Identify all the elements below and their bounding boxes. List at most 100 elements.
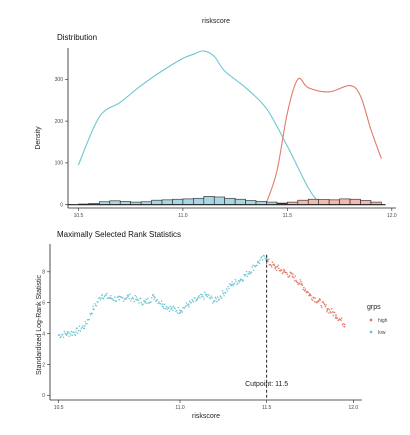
rank-stat-point-low bbox=[179, 310, 181, 312]
rank-stat-point-low bbox=[75, 335, 77, 337]
rank-stat-point-low bbox=[101, 294, 103, 296]
rank-stat-point-low bbox=[92, 308, 94, 310]
rank-stat-point-low bbox=[68, 335, 70, 337]
rank-stat-point-high bbox=[328, 312, 330, 314]
distribution-y-tick-label: 300 bbox=[55, 77, 64, 83]
rank-stat-point-high bbox=[337, 317, 339, 319]
rank-stat-point-low bbox=[259, 259, 261, 261]
rank-stat-point-low bbox=[158, 301, 160, 303]
rank-stat-point-high bbox=[281, 269, 283, 271]
rank-stat-point-low bbox=[129, 298, 131, 300]
rank-stat-point-low bbox=[231, 285, 233, 287]
rank-stat-point-low bbox=[127, 296, 129, 298]
rank-stat-point-high bbox=[305, 291, 307, 293]
rank-stat-point-high bbox=[283, 271, 285, 273]
rank-stat-point-high bbox=[307, 291, 309, 293]
rank-stat-point-high bbox=[300, 279, 302, 281]
rank-stat-point-low bbox=[243, 274, 245, 276]
rank-stat-point-low bbox=[136, 296, 138, 298]
rank-stat-point-high bbox=[334, 312, 336, 314]
rank-stat-point-low bbox=[266, 258, 268, 260]
rank-stat-point-low bbox=[253, 270, 255, 272]
rank-stat-point-low bbox=[168, 307, 170, 309]
distribution-x-tick-label: 11.0 bbox=[178, 213, 188, 219]
rank-stat-point-high bbox=[325, 304, 327, 306]
rank-stat-point-low bbox=[165, 308, 167, 310]
rug-bar-low bbox=[110, 201, 120, 205]
rug-bar-low bbox=[225, 198, 235, 204]
rank-stat-point-high bbox=[325, 306, 327, 308]
rank-stat-point-low bbox=[223, 295, 225, 297]
rank-stat-point-low bbox=[182, 311, 184, 313]
rank-stat-point-low bbox=[75, 331, 77, 333]
rank-stat-point-low bbox=[84, 325, 86, 327]
rank-stat-point-low bbox=[134, 295, 136, 297]
rank-stat-point-high bbox=[344, 326, 346, 328]
rank-stat-point-low bbox=[227, 286, 229, 288]
rank-stat-point-low bbox=[69, 332, 71, 334]
rank-stat-point-low bbox=[203, 298, 205, 300]
rank-stat-point-low bbox=[188, 306, 190, 308]
rank-stat-point-low bbox=[214, 300, 216, 302]
rank-stat-point-low bbox=[125, 298, 127, 300]
rank-stat-point-low bbox=[166, 309, 168, 311]
rank-stat-point-low bbox=[245, 274, 247, 276]
rank-stat-point-low bbox=[153, 296, 155, 298]
rank-stat-point-low bbox=[235, 281, 237, 283]
rank-stat-point-high bbox=[277, 265, 279, 267]
rank-stat-point-high bbox=[326, 308, 328, 310]
rank-stat-point-low bbox=[96, 305, 98, 307]
rank-stat-point-low bbox=[81, 327, 83, 329]
rank-stat-point-low bbox=[184, 307, 186, 309]
rank-stat-point-low bbox=[243, 279, 245, 281]
rank-stat-point-low bbox=[141, 302, 143, 304]
rank-stat-point-high bbox=[277, 266, 279, 268]
rank-stat-point-low bbox=[162, 306, 164, 308]
rank-stat-point-low bbox=[215, 298, 217, 300]
rank-stat-point-low bbox=[88, 319, 90, 321]
rank-stat-point-low bbox=[78, 330, 80, 332]
rank-stat-point-low bbox=[138, 302, 140, 304]
rug-bar-low bbox=[235, 199, 245, 204]
rank-stat-point-low bbox=[153, 294, 155, 296]
rank-stat-point-high bbox=[292, 274, 294, 276]
rank-stat-point-low bbox=[80, 328, 82, 330]
rank-stat-point-high bbox=[272, 261, 274, 263]
rank-stat-point-low bbox=[133, 301, 135, 303]
rank-stat-point-low bbox=[166, 306, 168, 308]
rank-stat-y-label: Standardized Log-Rank Statistic bbox=[36, 275, 43, 375]
rank-stat-point-low bbox=[153, 298, 155, 300]
rank-stat-point-high bbox=[323, 303, 325, 305]
rank-stat-point-low bbox=[128, 294, 130, 296]
rank-stat-point-low bbox=[170, 306, 172, 308]
rank-stat-point-low bbox=[58, 334, 60, 336]
rank-stat-point-low bbox=[222, 290, 224, 292]
rank-stat-point-low bbox=[123, 301, 125, 303]
rank-stat-point-low bbox=[144, 302, 146, 304]
rank-stat-point-high bbox=[305, 288, 307, 290]
rank-stat-point-high bbox=[282, 273, 284, 275]
rank-stat-point-low bbox=[146, 303, 148, 305]
rank-stat-point-low bbox=[113, 300, 115, 302]
rank-stat-point-low bbox=[89, 313, 91, 315]
rug-bar-low bbox=[162, 200, 172, 205]
rank-stat-point-low bbox=[71, 331, 73, 333]
rank-stat-x-label: riskscore bbox=[192, 413, 220, 420]
rank-stat-point-low bbox=[92, 313, 94, 315]
rank-stat-point-high bbox=[302, 289, 304, 291]
rank-stat-point-low bbox=[104, 296, 106, 298]
rank-stat-point-low bbox=[103, 298, 105, 300]
rug-bar-low bbox=[183, 199, 193, 205]
distribution-title: Distribution bbox=[57, 33, 97, 42]
rank-stat-point-high bbox=[335, 314, 337, 316]
rank-stat-point-high bbox=[292, 276, 294, 278]
rank-stat-point-low bbox=[180, 311, 182, 313]
rank-stat-point-low bbox=[220, 296, 222, 298]
rank-stat-point-low bbox=[199, 297, 201, 299]
rank-stat-point-low bbox=[201, 296, 203, 298]
rank-stat-point-low bbox=[217, 296, 219, 298]
legend: grps high low bbox=[367, 304, 388, 336]
rank-stat-point-low bbox=[262, 259, 264, 261]
rank-stat-point-high bbox=[270, 265, 272, 267]
